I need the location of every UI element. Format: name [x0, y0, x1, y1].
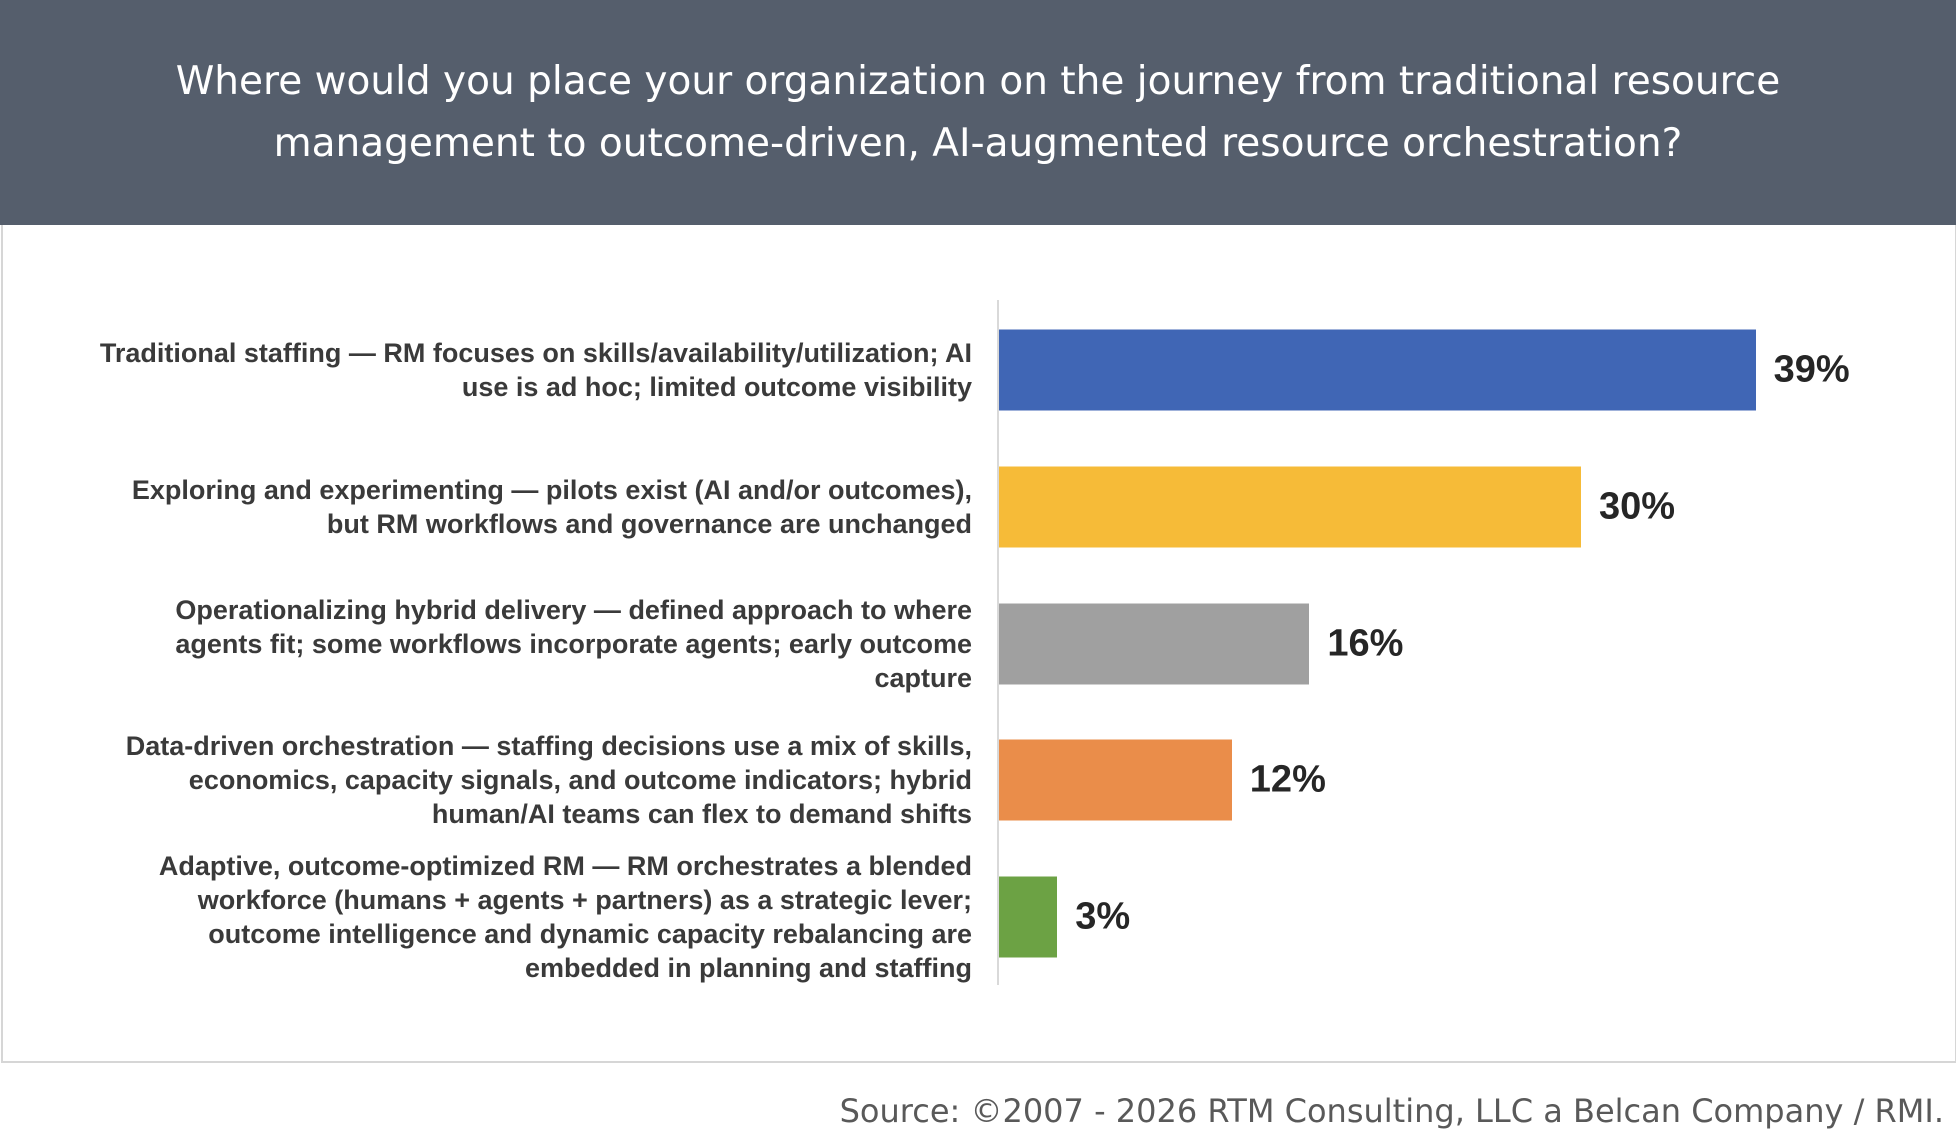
bar — [999, 329, 1756, 411]
category-label: Operationalizing hybrid delivery — defin… — [175, 594, 972, 693]
value-label: 16% — [1327, 622, 1404, 665]
value-label: 3% — [1075, 895, 1131, 938]
header: Where would you place your organization … — [0, 0, 1956, 225]
value-label: 30% — [1599, 485, 1676, 528]
category-label: Traditional staffing — RM focuses on ski… — [99, 338, 972, 402]
category-label: Exploring and experimenting — pilots exi… — [131, 474, 972, 539]
category-label: Data-driven orchestration — staffing dec… — [125, 731, 972, 830]
category-axis — [997, 300, 999, 985]
bar — [999, 466, 1581, 548]
value-label: 39% — [1773, 348, 1850, 391]
category-label: Adaptive, outcome-optimized RM — RM orch… — [158, 851, 972, 984]
bar — [999, 603, 1310, 685]
chart-title: Where would you place your organization … — [175, 58, 1781, 166]
source-note: Source: ©2007 - 2026 RTM Consulting, LLC… — [839, 1092, 1944, 1130]
value-label: 12% — [1249, 758, 1326, 801]
bar — [999, 739, 1232, 821]
bar — [999, 876, 1058, 958]
